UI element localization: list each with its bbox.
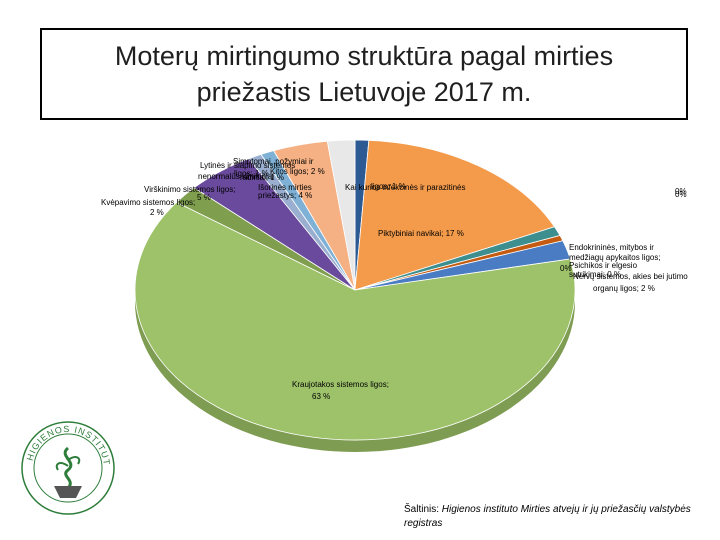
label-virskinimo-2: 5 % bbox=[197, 193, 211, 202]
chart-title-box: Moterų mirtingumo struktūra pagal mirtie… bbox=[40, 28, 688, 120]
label-simptomai-2: nenormalūs klinikiniai bbox=[198, 172, 274, 181]
label-zero-3: 0% bbox=[560, 264, 572, 273]
label-psichikos-1: Psichikos ir elgesio bbox=[569, 261, 638, 270]
label-isorines-1: Išorinės mirties bbox=[258, 183, 312, 192]
label-nervu-1: Nervų sistemos, akies bei jutimo bbox=[573, 272, 688, 281]
label-kvepavimo-1: Kvėpavimo sistemos ligos; bbox=[101, 198, 195, 207]
source-prefix: Šaltinis: bbox=[404, 504, 442, 515]
label-virskinimo-1: Virškinimo sistemos ligos; bbox=[144, 185, 235, 194]
pie-slice bbox=[354, 139, 556, 291]
label-kraujotakos-1: Kraujotakos sistemos ligos; bbox=[292, 380, 389, 389]
higienos-instituto-logo: HIGIENOS INSTITUTAS bbox=[14, 410, 118, 523]
label-lytines-2: ligos; 1 % bbox=[234, 169, 269, 178]
label-isorines-2: priežastys; 4 % bbox=[258, 191, 312, 200]
label-psichikos-2: sutrikimai; 0 % bbox=[569, 270, 621, 279]
pie-slice bbox=[326, 139, 356, 291]
label-kvepavimo-2: 2 % bbox=[150, 208, 164, 217]
label-kitos: Kitos ligos; 2 % bbox=[270, 167, 325, 176]
label-lytines-1: Lytinės ir šlapimo sistemos bbox=[200, 161, 295, 170]
logo-text: HIGIENOS INSTITUTAS bbox=[14, 410, 110, 466]
pie-slice bbox=[134, 201, 576, 441]
label-infekcines-2: ligos; 1 % bbox=[371, 182, 406, 191]
label-infekcines: Kai kurios infekcinės ir parazitinės bbox=[345, 183, 466, 192]
label-kraujotakos-2: 63 % bbox=[312, 392, 330, 401]
source-note: Šaltinis: Higienos instituto Mirties atv… bbox=[404, 503, 704, 531]
chart-title: Moterų mirtingumo struktūra pagal mirtie… bbox=[114, 41, 614, 107]
label-zero-1: 0% bbox=[675, 187, 687, 196]
label-simptomai-3: radiniai; 1 % bbox=[240, 173, 284, 182]
pie-slices bbox=[134, 139, 576, 452]
svg-text:HIGIENOS INSTITUTAS: HIGIENOS INSTITUTAS bbox=[18, 418, 112, 466]
label-nervu-2: organų ligos; 2 % bbox=[593, 284, 655, 293]
pie-labels: Kai kurios infekcinės ir parazitinės lig… bbox=[101, 157, 688, 401]
label-zero-2: 0% bbox=[675, 190, 687, 199]
logo-emblem: HIGIENOS INSTITUTAS bbox=[14, 410, 115, 515]
label-simptomai-1: Simptomai, požymiai ir bbox=[233, 157, 314, 166]
label-endokrinines-1: Endokrininės, mitybos ir bbox=[569, 243, 654, 252]
label-endokrinines-2: medžiagų apykaitos ligos; bbox=[569, 253, 661, 262]
source-text: Higienos instituto Mirties atvejų ir jų … bbox=[404, 504, 691, 529]
label-piktybiniai: Piktybiniai navikai; 17 % bbox=[378, 229, 464, 238]
